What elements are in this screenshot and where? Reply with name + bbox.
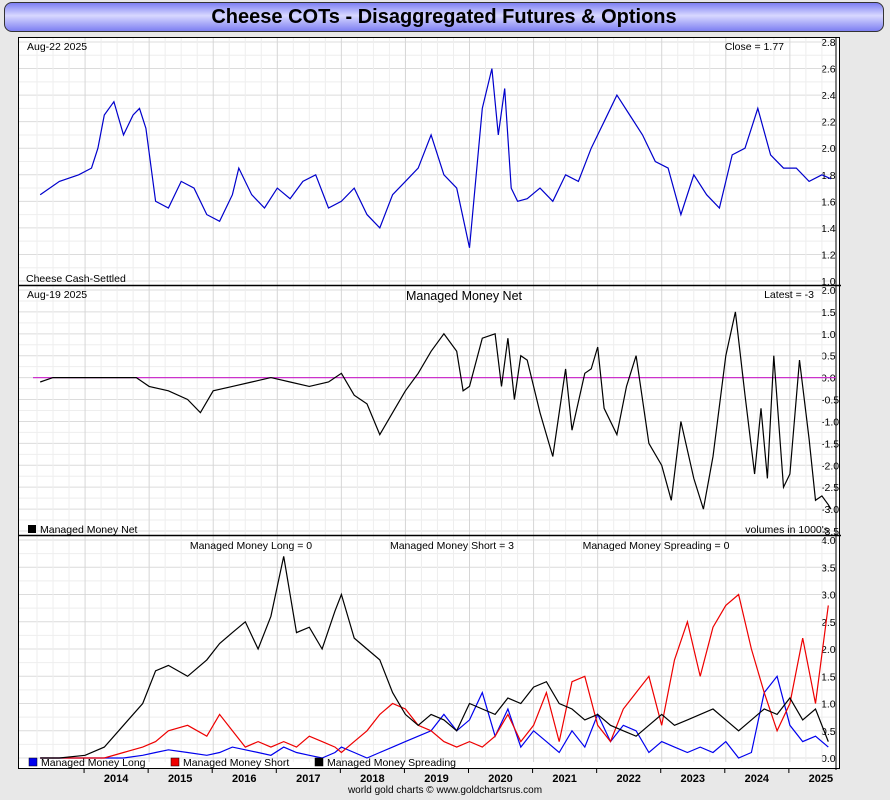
price-series-label: Cheese Cash-Settled [26, 273, 126, 285]
y-tick-label: 2.0 [821, 285, 836, 297]
y-tick-label: 0.5 [821, 351, 836, 363]
x-axis-labels: 2014 2015 2016 2017 2018 2019 2020 2021 2022 2023… [83, 769, 833, 785]
y-tick-label: 0.5 [821, 726, 836, 738]
footer-credit: world gold charts © www.goldchartsrus.co… [347, 785, 543, 796]
y-tick-label: 2.4 [821, 90, 836, 102]
chart-svg: 2.8 2.6 2.4 2.2 2.0 1.8 1.6 1.4 1.2 1.0 2.0 1.5 1.0 0… [19, 38, 841, 770]
legend-label-managed-money-short: Managed Money Short [183, 757, 289, 769]
y-tick-label: 1.0 [821, 699, 836, 711]
net-date-label: Aug-19 2025 [27, 289, 87, 301]
y-tick-label: 2.2 [821, 117, 836, 129]
y-tick-label: -1.5 [821, 438, 839, 450]
y-tick-label: 4.0 [821, 535, 836, 547]
y-tick-label: 0.0 [821, 753, 836, 765]
y-tick-label: 2.0 [821, 143, 836, 155]
x-tick-label: 2021 [552, 773, 576, 785]
x-tick-label: 2014 [104, 773, 129, 785]
y-tick-label: 1.6 [821, 196, 836, 208]
y-tick-label: 0.0 [821, 373, 836, 385]
x-tick-label: 2024 [745, 773, 770, 785]
series-line-managed-money-short [40, 593, 829, 759]
legend-swatch-net [28, 525, 36, 533]
header-spread: Managed Money Spreading = 0 [583, 540, 730, 552]
legend-swatch-managed-money-short [170, 757, 180, 767]
y-tick-label: 3.0 [821, 590, 836, 602]
y-tick-label: 1.5 [821, 671, 836, 683]
legend-swatch-managed-money-long [28, 757, 38, 767]
y-tick-label: -3.0 [821, 504, 839, 516]
header-short: Managed Money Short = 3 [390, 540, 514, 552]
x-tick-label: 2015 [168, 773, 192, 785]
volumes-note: volumes in 1000's [745, 524, 829, 536]
y-tick-label: 3.5 [821, 562, 836, 574]
x-tick-label: 2017 [296, 773, 320, 785]
legend-swatch-managed-money-spreading [314, 757, 324, 767]
y-tick-label: -2.0 [821, 460, 839, 472]
y-tick-label: 2.8 [821, 38, 836, 49]
net-latest-label: Latest = -3 [764, 289, 814, 301]
x-tick-label: 2022 [616, 773, 640, 785]
legend-label-managed-money-long: Managed Money Long [41, 757, 146, 769]
header-long: Managed Money Long = 0 [190, 540, 312, 552]
price-series-line [39, 68, 832, 248]
price-date-label: Aug-22 2025 [27, 41, 87, 53]
net-title: Managed Money Net [406, 289, 523, 303]
y-tick-label: 1.5 [821, 307, 836, 319]
x-tick-label: 2020 [488, 773, 512, 785]
y-tick-label: 1.0 [821, 329, 836, 341]
net-series-line [40, 311, 832, 510]
series-line-managed-money-spreading [40, 556, 829, 759]
y-tick-label: 1.2 [821, 249, 836, 261]
y-tick-label: 1.8 [821, 170, 836, 182]
x-tick-label: 2023 [681, 773, 705, 785]
y-tick-label: -1.0 [821, 416, 839, 428]
chart-title: Cheese COTs - Disaggregated Futures & Op… [4, 2, 884, 32]
x-tick-label: 2016 [232, 773, 256, 785]
y-tick-label: -0.5 [821, 395, 839, 407]
y-tick-label: 2.5 [821, 617, 836, 629]
y-tick-label: 2.6 [821, 64, 836, 76]
legend-label-managed-money-spreading: Managed Money Spreading [327, 757, 456, 769]
y-tick-label: -2.5 [821, 482, 839, 494]
price-close-label: Close = 1.77 [725, 41, 784, 53]
chart-frame: 2.8 2.6 2.4 2.2 2.0 1.8 1.6 1.4 1.2 1.0 2.0 1.5 1.0 0… [18, 37, 841, 770]
net-legend-label: Managed Money Net [40, 524, 138, 536]
y-tick-label: 1.4 [821, 223, 836, 235]
y-tick-label: 2.0 [821, 644, 836, 656]
x-tick-label: 2025 [809, 773, 833, 785]
x-tick-label: 2019 [424, 773, 448, 785]
x-tick-label: 2018 [360, 773, 384, 785]
